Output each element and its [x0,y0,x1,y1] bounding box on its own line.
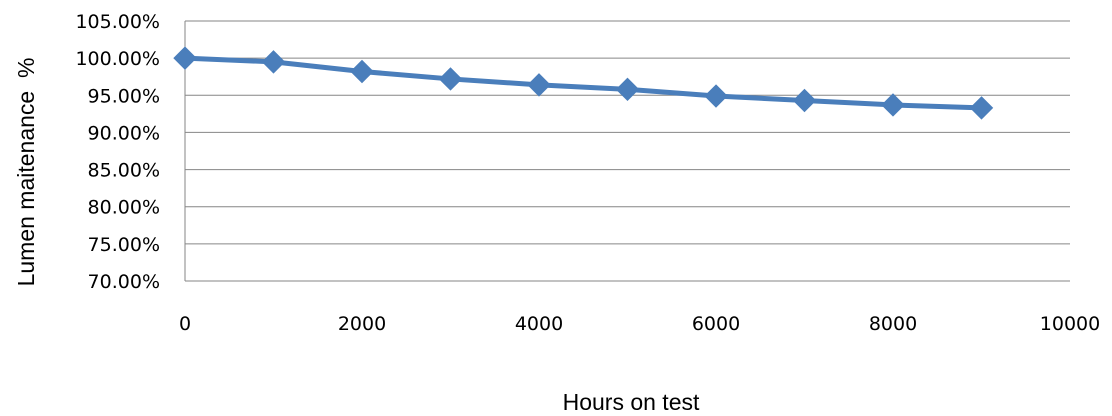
x-tick-label: 10000 [1040,313,1100,335]
x-tick-label: 2000 [338,313,386,335]
data-point-marker [527,73,551,97]
data-point-marker [704,84,728,108]
data-point-marker [615,77,640,102]
y-tick-label: 85.00% [88,160,160,182]
x-tick-label: 0 [179,313,191,335]
data-point-marker [261,50,286,74]
x-tick-label: 6000 [692,313,740,335]
data-point-marker [173,46,197,70]
x-tick-label: 4000 [515,313,563,335]
y-tick-label: 80.00% [88,197,160,219]
y-tick-label: 70.00% [88,271,160,293]
y-tick-label: 100.00% [75,48,160,70]
series-line [182,55,984,111]
y-tick-label: 75.00% [88,234,160,256]
gridlines [185,20,1070,245]
y-tick-label: 90.00% [88,122,160,144]
data-point-marker [350,59,374,84]
data-point-marker [438,67,463,91]
series-group [173,46,994,120]
x-tick-label: 8000 [869,313,917,335]
data-point-marker [792,88,817,113]
y-tick-label: 105.00% [75,11,160,33]
x-tick-labels: 0 2000 4000 6000 8000 10000 [179,313,1100,335]
axes [184,21,1070,282]
y-tick-labels: 70.00% 75.00% 80.00% 85.00% 90.00% 95.00% 100.… [75,11,160,293]
x-axis-title: Hours on test [563,389,700,415]
data-point-marker [881,93,905,117]
data-point-marker [969,96,994,120]
y-axis-title: Lumen maitenance % [13,58,39,287]
y-tick-label: 95.00% [88,85,160,107]
